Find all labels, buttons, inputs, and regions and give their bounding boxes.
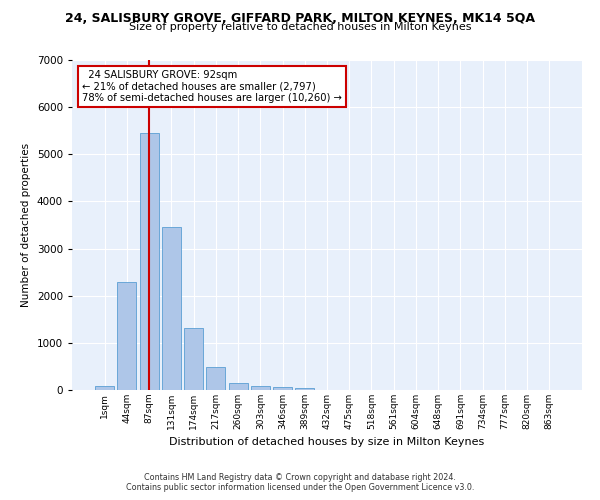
- Bar: [251, 386, 270, 390]
- Bar: [295, 388, 314, 390]
- Bar: [273, 388, 292, 390]
- Bar: [184, 328, 203, 390]
- Text: Contains HM Land Registry data © Crown copyright and database right 2024.
Contai: Contains HM Land Registry data © Crown c…: [126, 473, 474, 492]
- X-axis label: Distribution of detached houses by size in Milton Keynes: Distribution of detached houses by size …: [169, 438, 485, 448]
- Text: 24, SALISBURY GROVE, GIFFARD PARK, MILTON KEYNES, MK14 5QA: 24, SALISBURY GROVE, GIFFARD PARK, MILTO…: [65, 12, 535, 26]
- Bar: [229, 382, 248, 390]
- Text: Size of property relative to detached houses in Milton Keynes: Size of property relative to detached ho…: [129, 22, 471, 32]
- Bar: [140, 133, 158, 390]
- Bar: [206, 368, 225, 390]
- Bar: [95, 386, 114, 390]
- Text: 24 SALISBURY GROVE: 92sqm
← 21% of detached houses are smaller (2,797)
78% of se: 24 SALISBURY GROVE: 92sqm ← 21% of detac…: [82, 70, 342, 103]
- Bar: [118, 282, 136, 390]
- Y-axis label: Number of detached properties: Number of detached properties: [21, 143, 31, 307]
- Bar: [162, 228, 181, 390]
